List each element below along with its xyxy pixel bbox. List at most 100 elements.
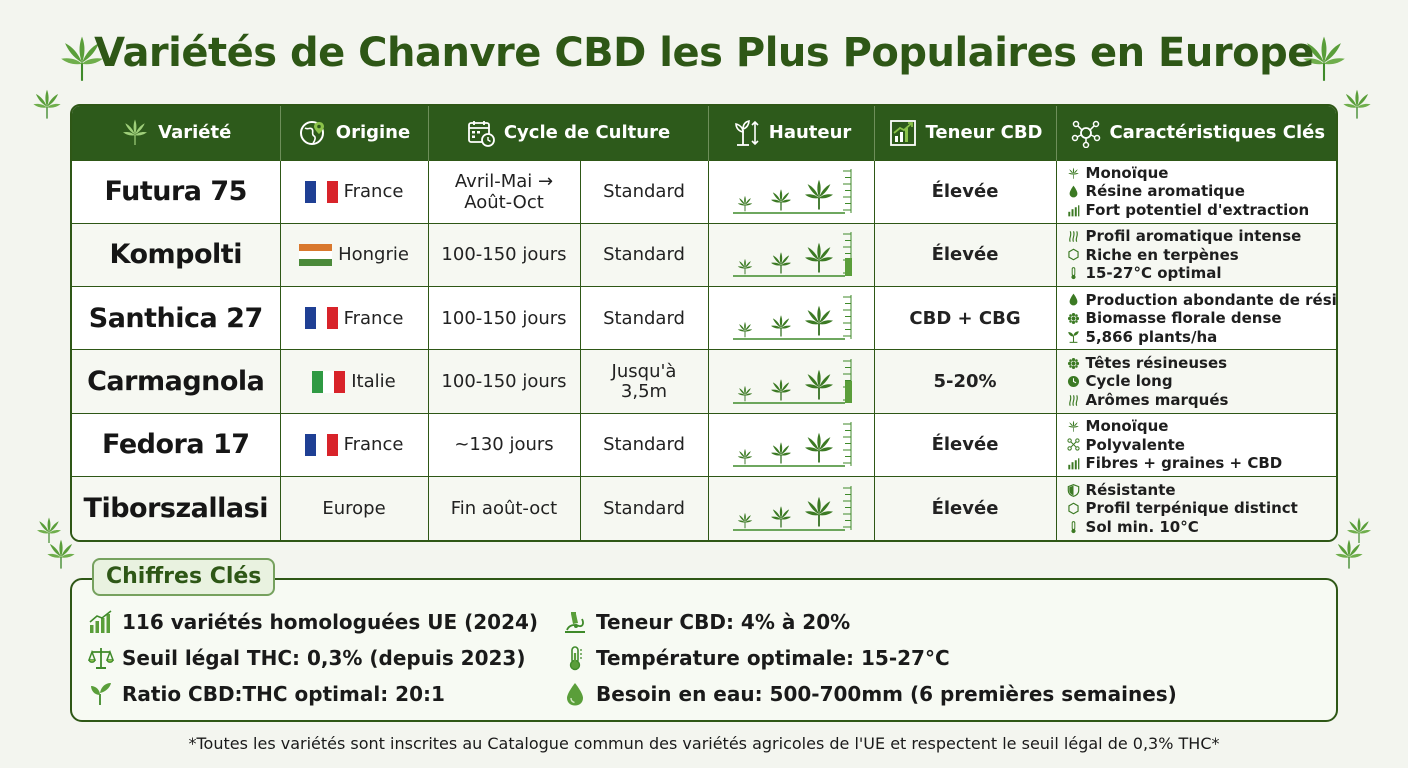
feature-line: Profil aromatique intense xyxy=(1067,227,1336,246)
features-cell: Monoïque Résine aromatique Fort potentiel … xyxy=(1056,159,1336,224)
scales-icon xyxy=(88,648,114,669)
height-cell xyxy=(708,476,875,540)
feature-line: Têtes résineuses xyxy=(1067,354,1336,373)
table-row: Futura 75 France Avril-Mai → Août-Oct Standa… xyxy=(72,159,1336,224)
origin-cell: Hongrie xyxy=(280,222,429,287)
feature-line: Cycle long xyxy=(1067,372,1336,391)
stature-cell: Standard xyxy=(580,222,709,287)
features-cell: Monoïque Polyvalente Fibres + graines + CB… xyxy=(1056,412,1336,477)
leaf-icon xyxy=(1067,166,1080,180)
cbd-content-cell: 5-20% xyxy=(874,349,1057,414)
origin-cell: France xyxy=(280,159,429,224)
stature-cell: Standard xyxy=(580,412,709,477)
height-illustration xyxy=(733,358,853,404)
cycle-cell: Fin août-oct xyxy=(428,476,581,540)
leaf-icon xyxy=(1067,420,1080,433)
feature-line: Profil terpénique distinct xyxy=(1067,499,1336,518)
thermometer-icon xyxy=(569,646,582,671)
variety-name: Tiborszallasi xyxy=(72,476,281,540)
cbd-content-cell: Élevée xyxy=(874,159,1057,224)
molecule-icon xyxy=(1066,438,1080,452)
table-header-row: Variété Origine Cycle de Culture Hauteur… xyxy=(72,106,1336,160)
flower-icon xyxy=(1067,357,1080,370)
sprout-icon xyxy=(91,683,111,705)
origin-cell: Italie xyxy=(280,349,429,414)
cycle-cell: ~130 jours xyxy=(428,412,581,477)
header-origine: Origine xyxy=(280,106,429,160)
key-item-varietes: 116 variétés homologuées UE (2024) xyxy=(88,609,538,635)
height-cell xyxy=(708,159,875,224)
header-variete: Variété xyxy=(72,106,281,160)
variety-name: Kompolti xyxy=(72,222,281,287)
header-caracteristiques: Caractéristiques Clés xyxy=(1056,106,1336,160)
hex-icon xyxy=(1067,248,1080,261)
calendar-clock-icon xyxy=(467,120,495,147)
header-hauteur: Hauteur xyxy=(708,106,875,160)
leaf-decoration-icon xyxy=(1332,538,1366,572)
leaf-decoration-icon xyxy=(44,538,78,572)
table-row: Santhica 27 France 100-150 jours Standard CB… xyxy=(72,286,1336,350)
origin-cell: France xyxy=(280,412,429,477)
feature-line: Fibres + graines + CBD xyxy=(1067,454,1336,473)
flag-icon xyxy=(312,370,346,393)
bars-icon xyxy=(1067,457,1080,470)
clock-icon xyxy=(1067,375,1080,388)
feature-line: 15-27°C optimal xyxy=(1067,264,1336,283)
plant-height-icon xyxy=(734,119,759,146)
feature-line: Sol min. 10°C xyxy=(1067,518,1336,537)
varieties-table: Variété Origine Cycle de Culture Hauteur… xyxy=(70,104,1338,542)
stature-cell: Jusqu'à 3,5m xyxy=(580,349,709,414)
water-drop-icon xyxy=(567,683,583,706)
height-illustration xyxy=(733,421,852,467)
table-row: Tiborszallasi Europe Fin août-oct Standard É… xyxy=(72,476,1336,540)
flag-icon xyxy=(304,433,338,456)
cycle-cell: 100-150 jours xyxy=(428,222,581,287)
feature-line: Biomasse florale dense xyxy=(1067,309,1336,328)
network-icon xyxy=(1072,120,1101,148)
key-item-ratio: Ratio CBD:THC optimal: 20:1 xyxy=(88,681,445,707)
cbd-content-cell: Élevée xyxy=(874,476,1057,540)
feature-line: Fort potentiel d'extraction xyxy=(1067,201,1336,220)
height-illustration xyxy=(733,231,853,277)
thermo-icon xyxy=(1067,520,1080,534)
leaf-decoration-icon xyxy=(30,88,64,122)
flag-icon xyxy=(304,307,338,330)
variety-name: Carmagnola xyxy=(72,349,281,414)
bars-icon xyxy=(1067,204,1080,217)
variety-name: Santhica 27 xyxy=(72,286,281,350)
leaf-decoration-icon xyxy=(1340,88,1374,122)
flower-icon xyxy=(1067,312,1080,325)
cbd-content-cell: Élevée xyxy=(874,412,1057,477)
table-row: Fedora 17 France ~130 jours Standard Élevée M… xyxy=(72,412,1336,477)
feature-line: Polyvalente xyxy=(1066,436,1336,455)
origin-cell: Europe xyxy=(280,476,429,540)
height-cell xyxy=(708,222,875,287)
cycle-cell: 100-150 jours xyxy=(428,286,581,350)
bar-chart-icon xyxy=(889,119,916,146)
height-illustration xyxy=(733,295,852,341)
variety-name: Fedora 17 xyxy=(72,412,281,477)
feature-line: Monoïque xyxy=(1067,417,1336,436)
globe-pin-icon xyxy=(299,120,324,145)
key-item-teneur: Teneur CBD: 4% à 20% xyxy=(562,609,850,635)
key-item-temperature: Température optimale: 15-27°C xyxy=(562,645,950,671)
feature-line: Résine aromatique xyxy=(1067,182,1336,201)
feature-line: Production abondante de résine xyxy=(1067,291,1336,310)
height-cell xyxy=(708,349,875,414)
stature-cell: Standard xyxy=(580,476,709,540)
height-illustration xyxy=(733,485,852,531)
features-cell: Résistante Profil terpénique distinct Sol … xyxy=(1056,476,1336,540)
header-cycle: Cycle de Culture xyxy=(428,106,709,160)
bar-chart-icon xyxy=(89,610,112,633)
origin-cell: France xyxy=(280,286,429,350)
drop-icon xyxy=(1067,293,1080,306)
wave-icon xyxy=(1067,394,1080,407)
sprout-icon xyxy=(1067,330,1080,344)
table-row: Kompolti Hongrie 100-150 jours Standard Élev… xyxy=(72,222,1336,287)
thermo-icon xyxy=(1067,267,1080,280)
height-cell xyxy=(708,412,875,477)
stature-cell: Standard xyxy=(580,159,709,224)
shield-icon xyxy=(1067,483,1080,497)
key-item-seuil: Seuil légal THC: 0,3% (depuis 2023) xyxy=(88,645,526,671)
table-row: Carmagnola Italie 100-150 jours Jusqu'à 3,5m… xyxy=(72,349,1336,414)
